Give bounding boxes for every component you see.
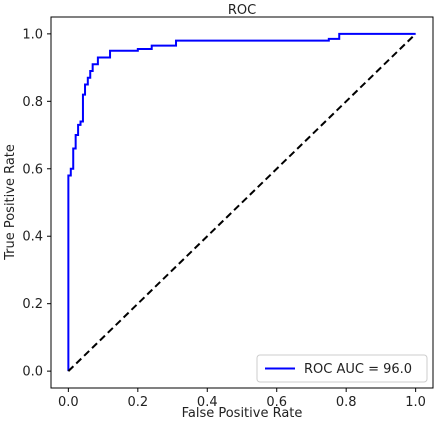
legend-label: ROC AUC = 96.0 bbox=[304, 362, 412, 377]
legend: ROC AUC = 96.0 bbox=[256, 354, 428, 383]
x-tick-label: 0.6 bbox=[266, 395, 287, 410]
x-tick-label: 0.0 bbox=[58, 395, 79, 410]
y-tick-label: 1.0 bbox=[22, 27, 43, 42]
y-tick-label: 0.2 bbox=[22, 297, 43, 312]
x-tick-label: 0.4 bbox=[197, 395, 218, 410]
y-tick-label: 0.8 bbox=[22, 95, 43, 110]
y-axis: 0.0 0.2 0.4 0.6 0.8 1.0 bbox=[22, 27, 51, 380]
legend-box bbox=[256, 354, 428, 383]
roc-curve-line bbox=[67, 32, 416, 372]
x-tick-label: 0.8 bbox=[336, 395, 357, 410]
y-axis-label: True Positive Rate bbox=[3, 144, 18, 261]
x-tick-label: 0.2 bbox=[127, 395, 148, 410]
plot-area bbox=[67, 32, 417, 372]
y-tick-label: 0.4 bbox=[22, 230, 43, 245]
x-axis: 0.0 0.2 0.4 0.6 0.8 1.0 bbox=[58, 388, 426, 410]
y-tick-label: 0.6 bbox=[22, 162, 43, 177]
x-axis-label: False Positive Rate bbox=[182, 406, 303, 421]
chart-title: ROC bbox=[228, 3, 256, 18]
plot-frame bbox=[50, 16, 434, 389]
chance-line bbox=[67, 33, 417, 372]
y-tick-label: 0.0 bbox=[22, 365, 43, 380]
x-tick-label: 1.0 bbox=[405, 395, 426, 410]
